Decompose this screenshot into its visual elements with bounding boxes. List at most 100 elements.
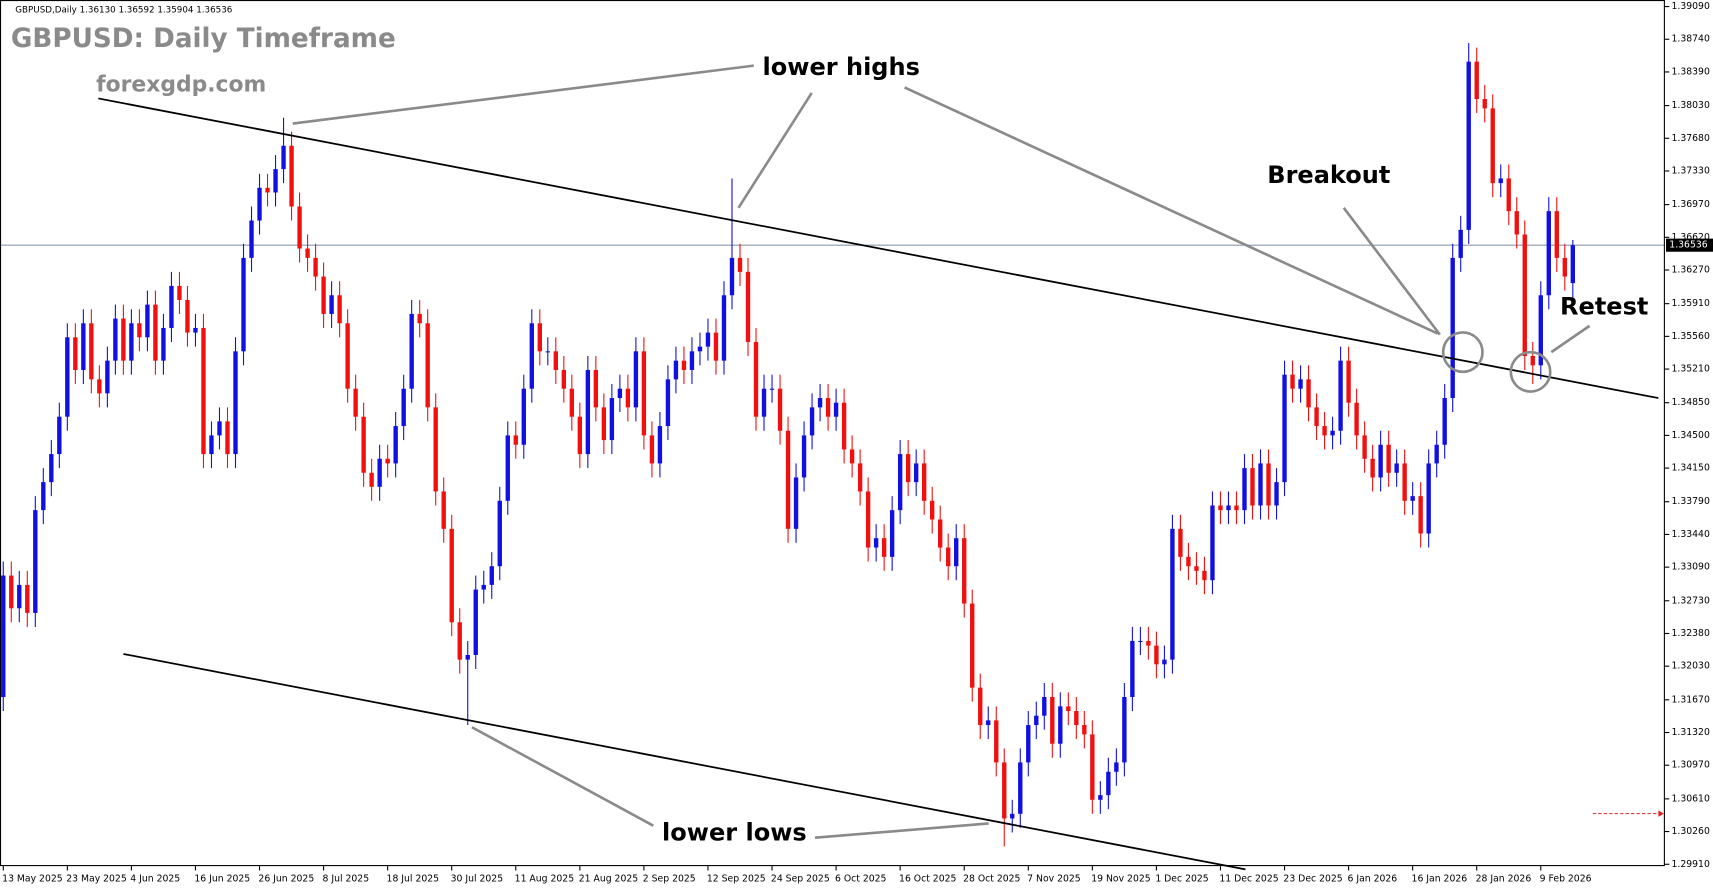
candle-body [505, 435, 510, 501]
x-tick-label: 11 Dec 2025 [1219, 873, 1278, 884]
candle-body [89, 323, 94, 380]
y-tick-label: 1.30260 [1671, 826, 1709, 837]
candle-body [1186, 556, 1191, 567]
x-tick-label: 13 May 2025 [2, 873, 63, 884]
candle-body [1402, 463, 1407, 501]
candle-body [577, 416, 583, 455]
y-tick-label: 1.38390 [1671, 66, 1709, 77]
y-tick-label: 1.37680 [1671, 133, 1709, 144]
candle-body [153, 304, 158, 361]
y-tick-label: 1.34500 [1671, 430, 1709, 441]
pointer [471, 726, 654, 827]
candle-body [1330, 430, 1335, 436]
candle-body [1338, 360, 1343, 431]
candle-body [913, 463, 919, 483]
candle-body [1362, 435, 1367, 459]
candle-body [305, 248, 310, 258]
candle-body [1306, 379, 1311, 408]
candle-body [665, 379, 671, 427]
y-tick-label: 1.36620 [1671, 232, 1709, 243]
annotation: Retest [1560, 292, 1648, 320]
x-tick-label: 23 May 2025 [66, 873, 127, 884]
candle-body [1442, 398, 1447, 445]
candle-body [1138, 640, 1143, 643]
x-tick-label: 16 Jun 2025 [194, 873, 250, 884]
candle-body [1418, 496, 1423, 534]
candle-body [593, 369, 599, 408]
candle-body [25, 584, 30, 613]
y-tick-label: 1.39090 [1671, 1, 1709, 12]
candle-body [625, 388, 631, 408]
upper-trendline [98, 97, 1659, 399]
candle-body [193, 327, 198, 333]
candle-body [1050, 697, 1055, 744]
candle-body [353, 388, 358, 417]
y-tick-label: 1.31320 [1671, 727, 1709, 738]
y-tick-label: 1.30610 [1671, 793, 1709, 804]
x-tick-label: 18 Jul 2025 [387, 873, 440, 884]
candle-body [1034, 715, 1039, 726]
candle-body [393, 426, 398, 464]
candle-body [1218, 505, 1223, 511]
candle-body [1002, 762, 1007, 819]
candle-body [1242, 468, 1247, 511]
candle-body [473, 589, 478, 655]
candle-body [921, 463, 927, 501]
x-tick-label: 28 Jan 2026 [1476, 873, 1532, 884]
candle-body [1130, 640, 1135, 698]
candle-body [1562, 257, 1567, 277]
candle-body [1026, 725, 1031, 763]
candle-body [545, 351, 550, 353]
candle-body [930, 500, 935, 520]
y-tick-label: 1.32730 [1671, 595, 1709, 606]
candle-body [825, 398, 831, 417]
candle-body [1122, 697, 1127, 763]
x-tick-label: 9 Feb 2026 [1540, 873, 1592, 884]
candle-body [217, 421, 222, 436]
candle-body [1114, 762, 1119, 772]
candle-body [970, 603, 975, 688]
candle-body [1178, 528, 1183, 557]
candle-body [1058, 706, 1063, 744]
candle-body [345, 323, 350, 389]
candle-body [1090, 734, 1095, 800]
candle-body [793, 477, 799, 529]
candle-body [1210, 505, 1215, 581]
candle-body [1042, 697, 1047, 716]
candle-body [946, 547, 951, 567]
pointer [292, 64, 754, 125]
y-tick-label: 1.29910 [1671, 859, 1709, 870]
x-tick-label: 23 Dec 2025 [1283, 873, 1342, 884]
candle-body [1290, 374, 1295, 389]
candle-body [169, 285, 174, 328]
candle-body [689, 351, 695, 370]
y-tick-label: 1.38740 [1671, 34, 1709, 45]
candle-body [1010, 813, 1015, 819]
y-tick-label: 1.36270 [1671, 265, 1709, 276]
candle-body [137, 323, 142, 338]
candle-body [673, 360, 679, 380]
annotation: Breakout [1267, 161, 1390, 189]
pointer [1550, 324, 1591, 354]
candle-body [241, 257, 246, 352]
candle-body [1434, 444, 1439, 464]
breakout-circle [1441, 331, 1484, 374]
candle-body [201, 327, 206, 455]
candle-body [561, 369, 567, 389]
candle-body [417, 313, 422, 324]
candle-body [1490, 108, 1495, 184]
candle-body [1170, 528, 1175, 660]
candle-body [994, 720, 999, 763]
candle-body [441, 491, 446, 529]
candle-body [73, 337, 78, 370]
candle-body [489, 566, 494, 585]
candle-body [65, 337, 70, 417]
candle-body [889, 510, 895, 557]
x-tick-label: 24 Sep 2025 [771, 873, 830, 884]
candle-body [1386, 444, 1391, 473]
candle-body [1194, 566, 1199, 571]
candle-body [313, 257, 318, 277]
candle-body [1522, 234, 1527, 356]
